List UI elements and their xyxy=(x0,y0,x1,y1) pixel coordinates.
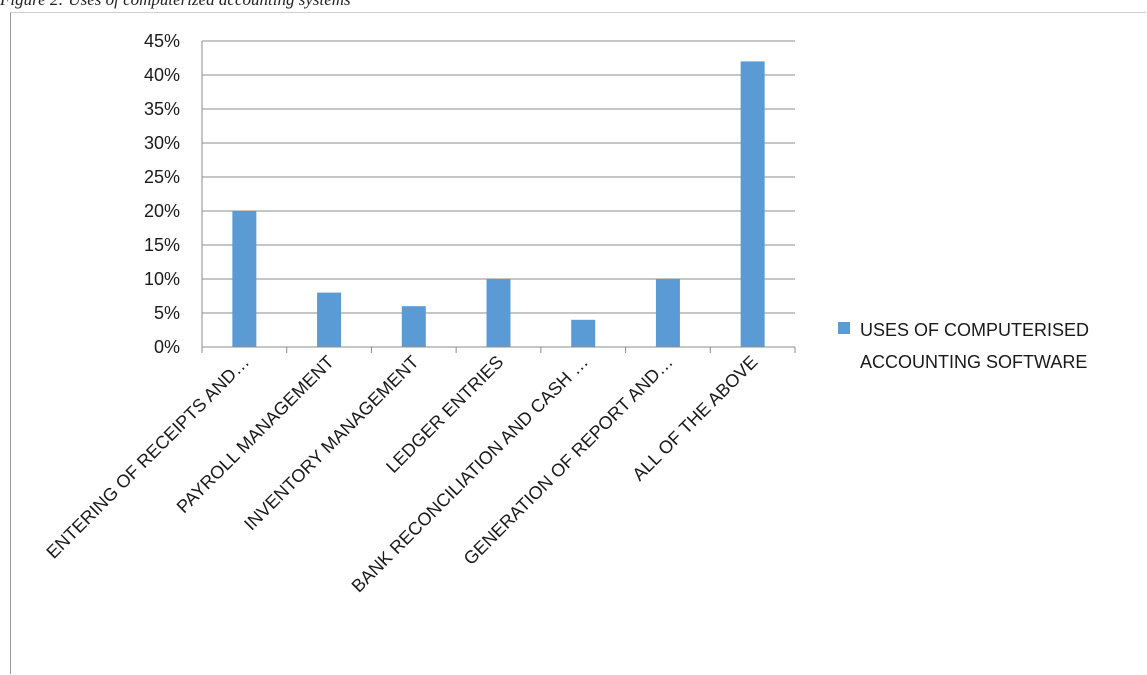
chart-frame xyxy=(10,12,1146,674)
bar xyxy=(740,61,765,348)
y-tick-label: 20% xyxy=(144,201,180,221)
bar xyxy=(571,319,596,347)
y-tick-label: 35% xyxy=(144,99,180,119)
gridlines xyxy=(202,40,795,314)
y-tick-label: 45% xyxy=(144,31,180,51)
y-tick-label: 10% xyxy=(144,269,180,289)
bar xyxy=(655,279,680,347)
bars xyxy=(232,61,765,348)
y-tick-label: 15% xyxy=(144,235,180,255)
bar xyxy=(232,211,257,347)
y-tick-label: 40% xyxy=(144,65,180,85)
bar xyxy=(486,279,511,347)
x-tick-label: PAYROLL MANAGEMENT xyxy=(173,352,338,517)
y-tick-label: 0% xyxy=(154,337,180,357)
legend: USES OF COMPUTERISED ACCOUNTING SOFTWARE xyxy=(838,320,1089,372)
bar xyxy=(401,306,426,347)
legend-label-line-2: ACCOUNTING SOFTWARE xyxy=(860,352,1087,372)
x-tick-label: INVENTORY MANAGEMENT xyxy=(240,352,422,534)
x-axis: ENTERING OF RECEIPTS AND…PAYROLL MANAGEM… xyxy=(42,346,796,596)
y-axis: 0% 5% 10% 15% 20% 25% 30% 35% 40% 45% xyxy=(144,31,203,357)
legend-label-line-1: USES OF COMPUTERISED xyxy=(860,320,1089,340)
legend-swatch xyxy=(838,322,850,334)
bar xyxy=(317,292,342,347)
y-tick-label: 5% xyxy=(154,303,180,323)
figure-caption: Figure 2: Uses of computerized accountin… xyxy=(0,0,351,10)
y-tick-label: 30% xyxy=(144,133,180,153)
y-tick-label: 25% xyxy=(144,167,180,187)
